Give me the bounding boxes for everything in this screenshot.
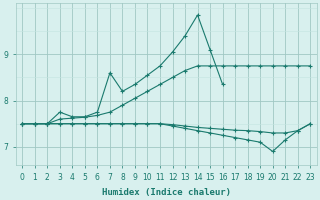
X-axis label: Humidex (Indice chaleur): Humidex (Indice chaleur) (102, 188, 231, 197)
